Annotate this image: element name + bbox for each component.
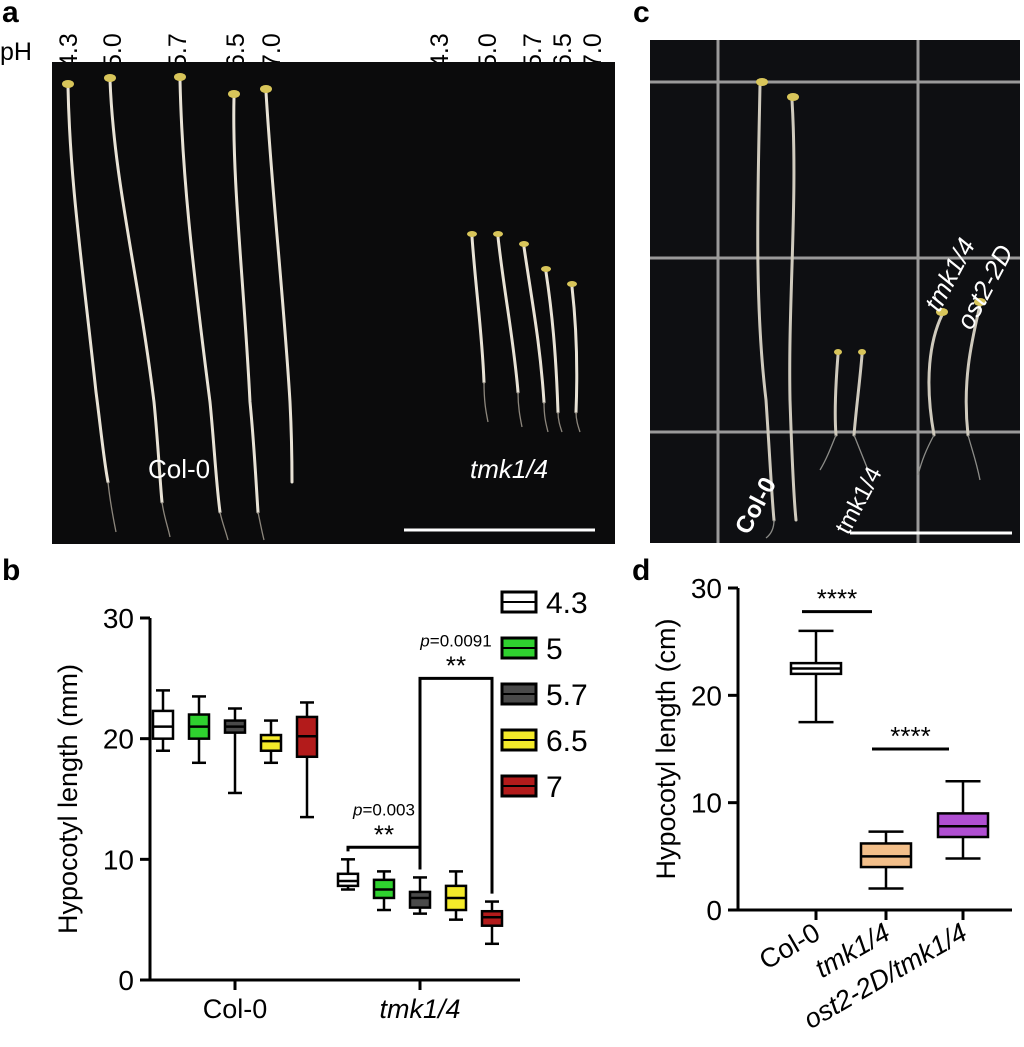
box-b-0-3-box [259,733,283,752]
box-b-0-3 [259,719,283,765]
box-b-1-2 [408,876,432,915]
y-tick-label-b-2: 20 [103,724,134,755]
legend-label-b-3: 6.5 [546,725,588,758]
ph-axis-label: pH [0,38,32,66]
y-tick-label-d-3: 30 [691,573,722,604]
y-tick-label-b-1: 10 [103,844,134,875]
sig-stars-d-1: **** [890,721,930,751]
sig-p-b-1: p=0.0091 [419,631,491,650]
seedling-photo-c: Col-0 tmk1/4 tmk1/4 ost2-2D [650,40,1020,543]
y-tick-label-b-3: 30 [103,603,134,634]
y-tick-label-d-2: 20 [691,680,722,711]
legend-label-b-0: 4.3 [546,587,588,620]
box-b-1-0 [336,858,360,891]
seedlings-illustration-a [62,73,595,541]
legend-label-b-4: 7 [546,771,563,804]
box-d-1 [859,830,913,890]
seedlings-illustration-c [650,40,1020,543]
box-d-2 [936,779,990,860]
sig-stars-b-0: ** [374,819,394,849]
box-b-0-0 [151,689,175,752]
y-axis-title-b: Hypocotyl length (mm) [53,664,83,934]
panel-letter-b: b [2,554,21,587]
legend-label-b-1: 5 [546,633,563,666]
sig-p-b-0: p=0.003 [352,800,415,819]
y-tick-label-b-0: 0 [118,965,134,996]
panel-letter-d: d [632,554,651,587]
sig-bracket-b-0 [346,845,422,870]
box-b-0-4 [295,701,319,819]
photo-label-tmk-a: tmk1/4 [470,454,549,484]
seedling-photo-a: Col-0 tmk1/4 [52,62,615,544]
y-axis-title-d: Hypocotyl length (cm) [651,618,681,879]
box-b-1-2-box [408,890,432,909]
legend-label-b-2: 5.7 [546,679,588,712]
chart-b: 0 10 20 30 Hypocotyl length (mm) Col-0 tmk1/4 *… [53,587,588,1024]
sig-stars-b-1: ** [446,650,466,680]
y-tick-label-d-0: 0 [706,895,722,926]
box-b-1-3 [444,870,468,921]
panel-letter-a: a [2,0,19,29]
photo-label-col0-a: Col-0 [148,454,211,484]
box-b-0-2 [223,707,247,795]
box-d-0 [789,629,843,724]
x-tick-label-b-0: Col-0 [203,994,268,1024]
box-b-0-0-box [151,709,175,740]
sig-bracket-b-1 [418,676,494,894]
box-b-1-1 [372,870,396,912]
sig-stars-d-0: **** [817,584,857,614]
y-tick-label-d-1: 10 [691,788,722,819]
box-b-1-4 [480,900,504,946]
panel-letter-c: c [633,0,650,29]
x-tick-label-b-1: tmk1/4 [379,994,460,1024]
box-b-0-1 [187,695,211,765]
